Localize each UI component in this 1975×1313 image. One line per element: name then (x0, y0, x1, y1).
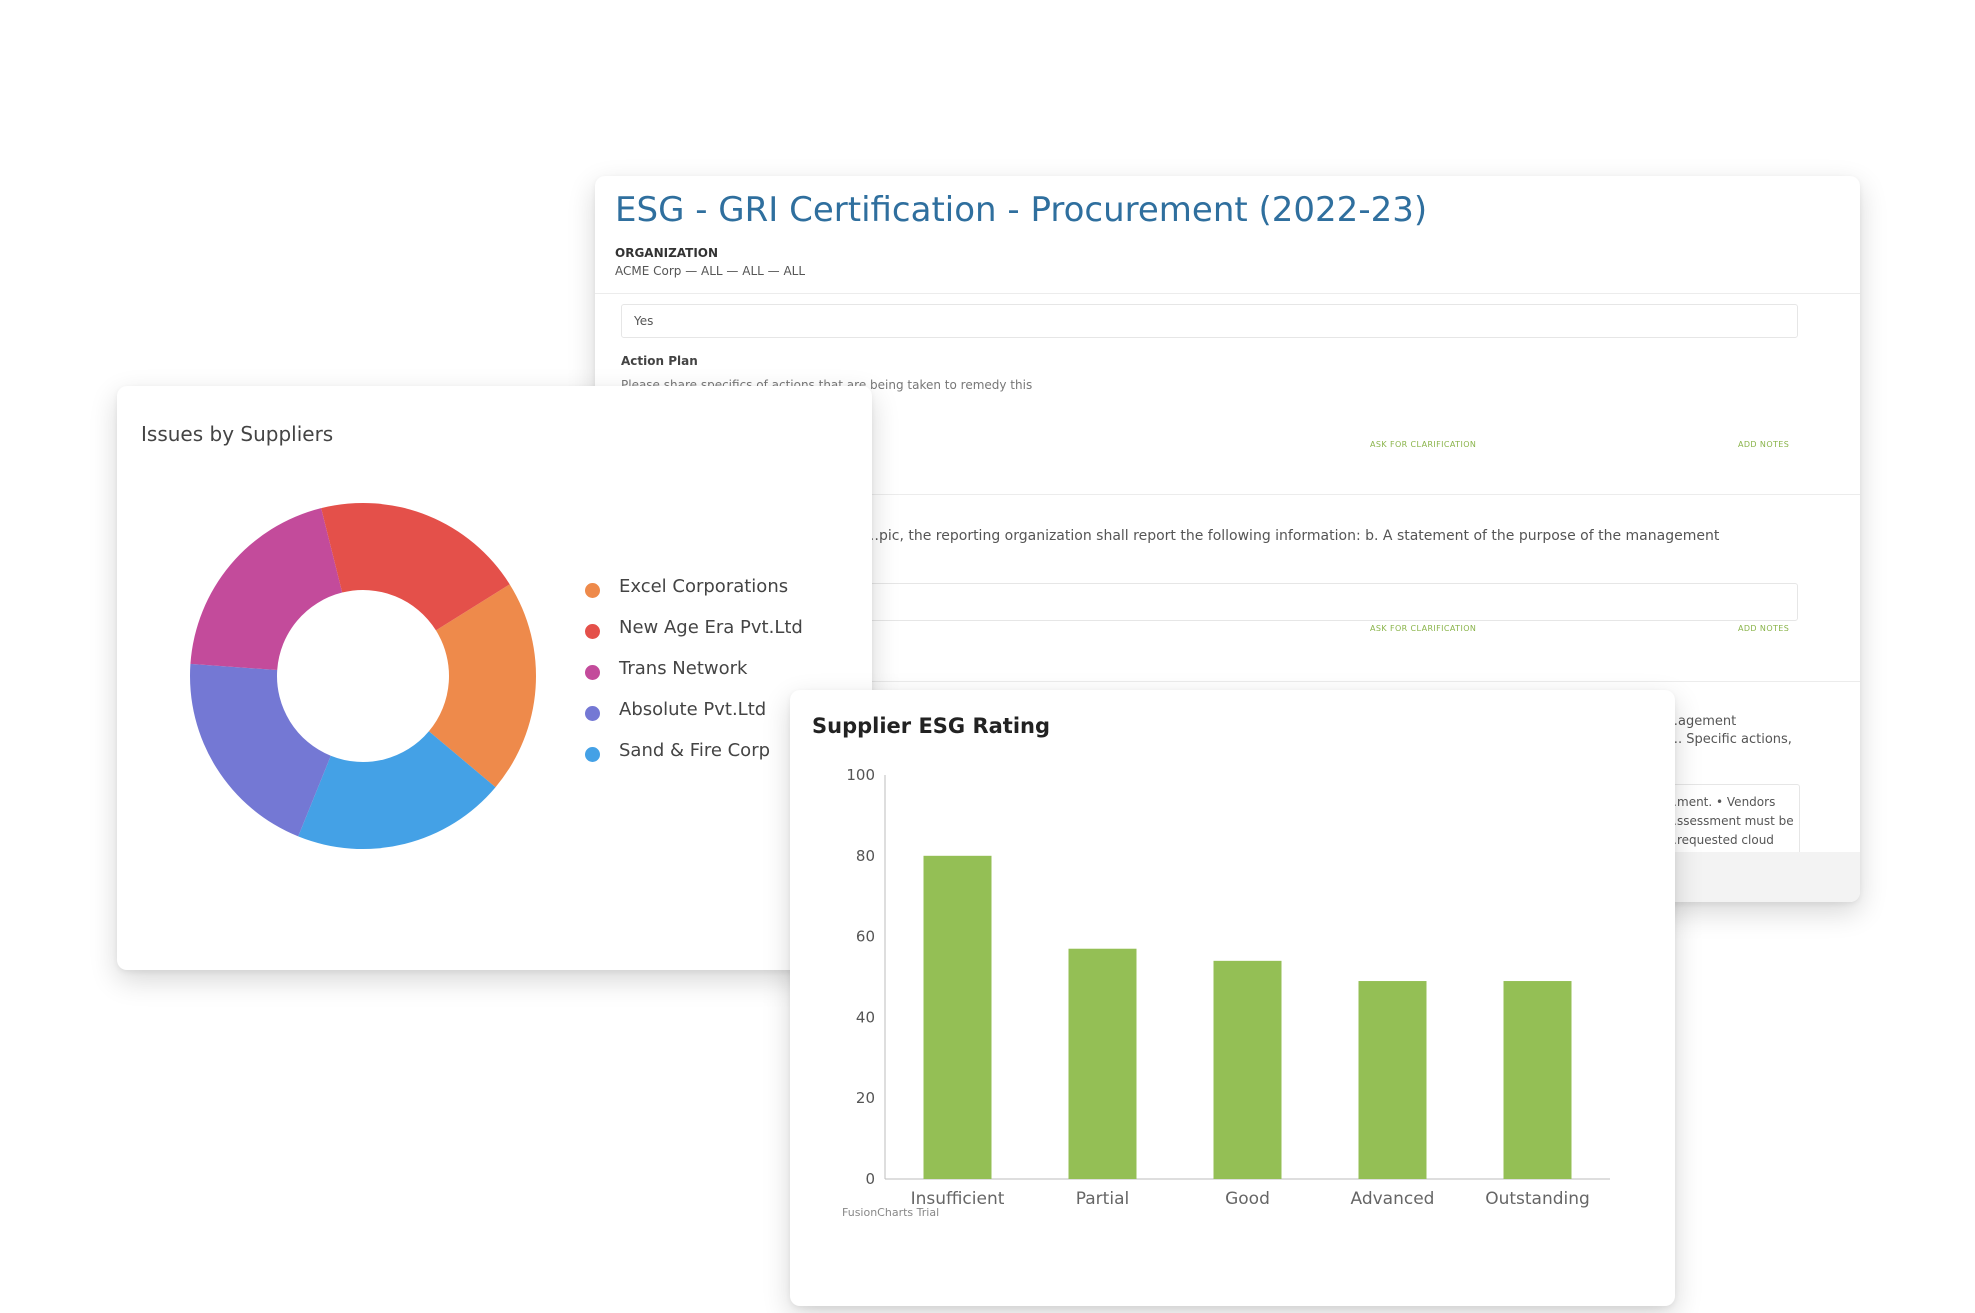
donut-slice-new-age-era-pvt-ltd[interactable] (321, 503, 510, 631)
add-notes-link[interactable]: ADD NOTES (1738, 624, 1790, 633)
divider (595, 494, 1860, 495)
legend-marker (585, 624, 600, 639)
answer-text: …ment. • Vendors (1665, 795, 1776, 809)
legend-label: Excel Corporations (619, 576, 789, 597)
x-tick-label: Outstanding (1485, 1189, 1590, 1209)
legend-label: Absolute Pvt.Ltd (619, 699, 767, 720)
bar-outstanding[interactable] (1503, 981, 1572, 1179)
supplier-esg-rating-card: 0 20 40 60 80 100 Insufficient Partial Good Advan… (790, 690, 1675, 1306)
divider (595, 681, 1860, 682)
bar-advanced[interactable] (1358, 981, 1427, 1179)
y-tick-label: 100 (846, 766, 875, 784)
legend-marker (585, 665, 600, 680)
y-tick-label: 0 (865, 1170, 875, 1188)
organization-breadcrumb[interactable]: ACME Corp — ALL — ALL — ALL (615, 264, 806, 278)
y-tick-label: 40 (856, 1008, 875, 1026)
donut-chart-title: Issues by Suppliers (141, 422, 334, 446)
add-notes-link[interactable]: ADD NOTES (1738, 440, 1790, 449)
y-tick-label: 80 (856, 847, 875, 865)
legend-marker (585, 706, 600, 721)
document-title: ESG - GRI Certification - Procurement (2… (615, 190, 1428, 230)
chart-watermark: FusionCharts Trial (842, 1206, 940, 1219)
answer-text: …ssessment must be (1665, 814, 1794, 828)
question-text: …agement (1665, 714, 1737, 729)
answer-field[interactable] (865, 583, 1798, 621)
answer-text: …requested cloud (1665, 833, 1774, 847)
bar-chart: 0 20 40 60 80 100 Insufficient Partial Good Advan… (846, 766, 1610, 1209)
donut-chart (190, 503, 536, 849)
ask-for-clarification-link[interactable]: ASK FOR CLARIFICATION (1370, 440, 1477, 449)
legend-marker (585, 747, 600, 762)
answer-field[interactable]: Yes (621, 304, 1798, 338)
x-tick-label: Good (1225, 1189, 1270, 1209)
organization-label: ORGANIZATION (615, 246, 719, 260)
x-tick-label: Partial (1076, 1189, 1129, 1209)
x-tick-label: Insufficient (911, 1189, 1005, 1209)
divider (595, 293, 1860, 294)
legend-label: Trans Network (619, 658, 748, 679)
legend-marker (585, 583, 600, 598)
legend-label: New Age Era Pvt.Ltd (619, 617, 803, 638)
question-text: …pic, the reporting organization shall r… (865, 528, 1720, 544)
issues-by-suppliers-card: Issues by Suppliers Excel Corporations Ne… (117, 386, 872, 970)
donut-slice-excel-corporations[interactable] (428, 584, 536, 788)
bar-partial[interactable] (1068, 948, 1137, 1179)
y-tick-label: 60 (856, 928, 875, 946)
donut-slice-absolute-pvt-ltd[interactable] (190, 663, 331, 837)
ask-for-clarification-link[interactable]: ASK FOR CLARIFICATION (1370, 624, 1477, 633)
bar-good[interactable] (1213, 960, 1282, 1179)
y-tick-label: 20 (856, 1089, 875, 1107)
action-plan-label: Action Plan (621, 354, 698, 368)
question-text: …. Specific actions, (1665, 732, 1792, 747)
legend-label: Sand & Fire Corp (619, 740, 771, 761)
donut-slice-sand-fire-corp[interactable] (298, 731, 496, 849)
donut-slice-trans-network[interactable] (190, 508, 343, 671)
bar-insufficient[interactable] (923, 855, 992, 1179)
x-tick-label: Advanced (1351, 1189, 1435, 1209)
bar-chart-title: Supplier ESG Rating (812, 714, 1051, 738)
